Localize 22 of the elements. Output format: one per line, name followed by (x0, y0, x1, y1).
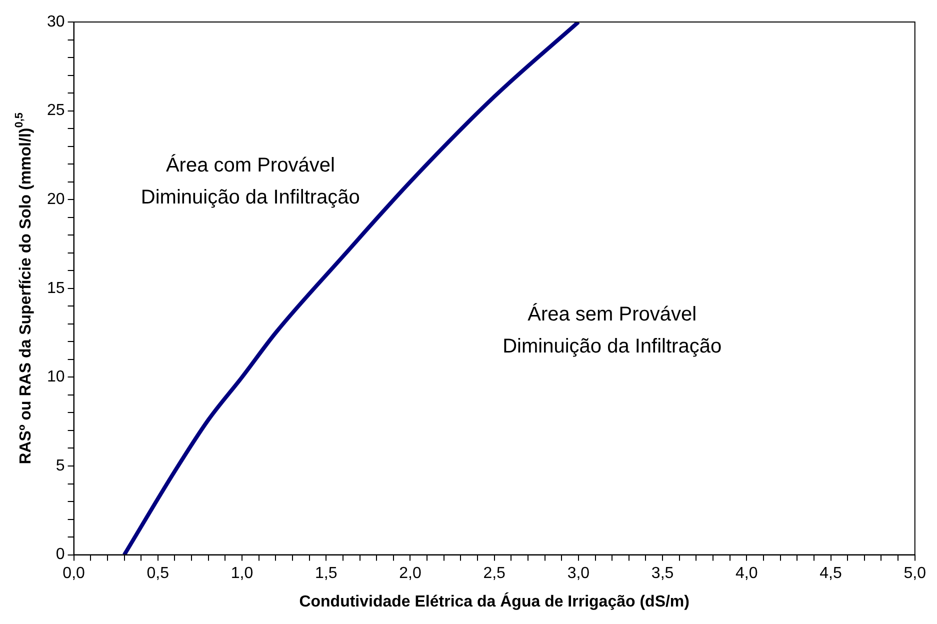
y-tick-label: 30 (47, 13, 65, 30)
annotation: Área com Provável Diminuição da Infiltração (140, 153, 360, 208)
x-tick-label: 0,0 (62, 564, 86, 582)
x-tick-label: 1,5 (314, 564, 338, 582)
y-tick-label: 25 (47, 102, 65, 120)
x-axis-title: Condutividade Elétrica da Água de Irrigação (dS/m) (299, 591, 690, 610)
y-tick-label: 15 (47, 280, 65, 297)
annotation: Área sem Provável Diminuição da Infiltração (502, 302, 722, 358)
y-tick-label: 5 (56, 457, 65, 474)
x-tick-label: 5,0 (904, 564, 926, 582)
x-tick-label: 3,0 (567, 564, 590, 582)
y-tick-label: 10 (47, 368, 65, 386)
x-tick-label: 4,0 (736, 564, 758, 582)
x-tick-label: 3,5 (651, 564, 674, 582)
y-tick-label: 0 (56, 546, 65, 564)
y-axis-title: RASº ou RAS da Superfície do Solo (mmol/l)0,5 (14, 112, 34, 464)
x-tick-label: 2,0 (399, 564, 422, 582)
x-tick-label: 0,5 (146, 564, 170, 582)
x-tick-label: 1,0 (230, 564, 254, 582)
x-tick-label: 4,5 (820, 564, 842, 582)
x-tick-label: 2,5 (483, 564, 506, 582)
y-tick-label: 20 (47, 191, 65, 208)
